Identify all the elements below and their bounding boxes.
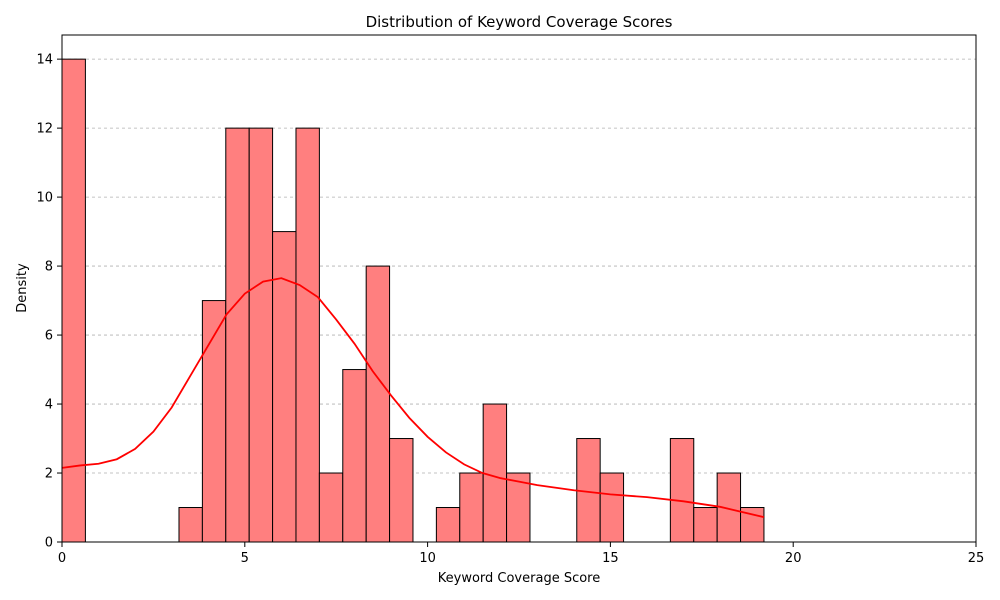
x-tick-label-2: 10 [419, 551, 436, 566]
y-tick-label-2: 4 [45, 398, 53, 413]
y-axis-ticks: 0 2 4 6 8 10 12 14 [36, 53, 62, 551]
histogram-bar-8 [342, 369, 367, 543]
x-axis-ticks: 0 5 10 15 20 25 [58, 542, 984, 566]
histogram-bar-5 [272, 231, 297, 543]
x-tick-label-3: 15 [602, 551, 619, 566]
chart-title: Distribution of Keyword Coverage Scores [366, 13, 673, 31]
histogram-bar-13 [482, 403, 508, 543]
histogram-bar-10 [389, 438, 414, 543]
x-tick-label-4: 20 [785, 551, 802, 566]
histogram-bar-18 [693, 507, 718, 543]
y-tick-label-1: 2 [45, 467, 53, 482]
histogram-bar-9 [365, 265, 391, 543]
histogram-bar-7 [318, 472, 344, 543]
y-tick-label-5: 10 [36, 191, 53, 206]
histogram-bar-4 [248, 127, 274, 543]
histogram-bar-6 [295, 127, 320, 543]
histogram-bar-3 [225, 127, 250, 543]
histogram-bar-16 [599, 472, 625, 543]
histogram-bars [61, 58, 765, 543]
y-tick-label-6: 12 [36, 122, 53, 137]
histogram-bar-11 [435, 507, 461, 543]
y-axis-label: Density [15, 263, 30, 313]
histogram-bar-17 [669, 438, 695, 543]
y-tick-label-4: 8 [45, 260, 53, 275]
x-tick-label-5: 25 [968, 551, 985, 566]
histogram-bar-1 [178, 507, 203, 543]
histogram-bar-12 [459, 472, 484, 543]
y-tick-label-0: 0 [45, 536, 53, 551]
plot-frame [61, 34, 977, 543]
y-tick-label-3: 6 [45, 329, 53, 344]
histogram-bar-0 [61, 58, 86, 543]
x-axis-label: Keyword Coverage Score [438, 571, 600, 586]
kde-curve [61, 277, 765, 519]
x-tick-label-1: 5 [241, 551, 249, 566]
y-tick-label-7: 14 [36, 53, 53, 68]
x-tick-label-0: 0 [58, 551, 66, 566]
